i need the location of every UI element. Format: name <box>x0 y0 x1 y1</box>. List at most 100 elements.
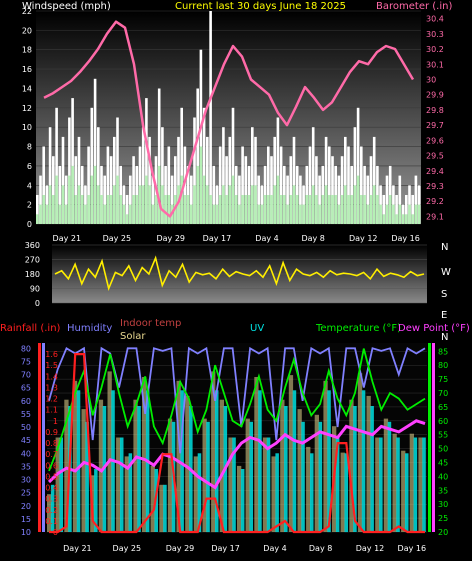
barometer-tick-label: 30.4 <box>426 15 444 24</box>
wind-avg-bar <box>228 185 232 224</box>
solar-bar <box>254 377 259 532</box>
wind-gust-bar <box>68 117 71 224</box>
wind-avg-bar <box>218 195 222 224</box>
uv-bar <box>275 453 279 533</box>
wind-avg-bar <box>122 204 126 224</box>
wind-gust-bar <box>225 156 228 224</box>
wind-avg-bar <box>331 195 334 224</box>
wind-avg-bar <box>80 195 84 224</box>
wind-avg-bar <box>193 185 196 224</box>
wind-avg-bar <box>318 204 321 224</box>
wind-avg-bar <box>344 185 347 224</box>
wind-gust-bar <box>170 175 174 224</box>
wind-gust-bar <box>334 165 337 224</box>
wind-gust-bar <box>167 146 171 224</box>
solar-bar <box>211 371 216 533</box>
solar-bar <box>202 418 207 532</box>
barometer-tick-label: 30.2 <box>426 45 444 54</box>
barometer-tick-label: 29.9 <box>426 91 444 100</box>
wind-x-tick-label: Day 8 <box>301 234 324 243</box>
wind-gust-bar <box>273 136 276 224</box>
uv-bar <box>163 484 167 533</box>
solar-bar <box>124 456 129 532</box>
wind-avg-bar <box>58 204 62 224</box>
humidity-tick-label: 60 <box>21 397 31 406</box>
wind-avg-bar <box>395 214 398 224</box>
wind-avg-bar <box>199 146 203 224</box>
uv-bar <box>59 437 63 532</box>
wind-avg-bar <box>408 204 411 224</box>
uv-bar <box>240 469 245 532</box>
wind-avg-bar <box>414 204 418 224</box>
uv-bar <box>85 421 89 533</box>
uv-bar <box>301 421 305 533</box>
solar-bar <box>366 395 371 532</box>
solar-bar <box>72 380 78 532</box>
wind-gust-bar <box>398 175 402 224</box>
wind-gust-bar <box>318 175 321 224</box>
wind-gust-bar <box>244 156 248 224</box>
wind-tick-label: 18 <box>22 46 32 55</box>
wind-gust-bar <box>212 165 216 224</box>
wind-gust-bar <box>238 175 241 224</box>
temp-x-tick-label: Day 21 <box>63 544 92 553</box>
wind-avg-bar <box>215 204 219 224</box>
wind-gust-bar <box>385 175 389 224</box>
legend-rainfall: Rainfall (.in) <box>0 323 61 334</box>
temp-x-tick-label: Day 8 <box>309 544 332 553</box>
wind-avg-bar <box>135 195 139 224</box>
solar-bar <box>340 452 345 532</box>
wind-x-tick-label: Day 12 <box>349 234 378 243</box>
wind-avg-bar <box>295 195 299 224</box>
wind-avg-bar <box>225 195 228 224</box>
wind-avg-bar <box>366 204 370 224</box>
wind-avg-bar <box>90 175 94 224</box>
wind-avg-bar <box>241 195 244 224</box>
barometer-tick-label: 29.2 <box>426 197 444 206</box>
wind-gust-bar <box>308 146 312 224</box>
temperature-tick-label: 65 <box>438 403 448 412</box>
wind-avg-bar <box>183 195 187 224</box>
temperature-tick-label: 80 <box>438 361 448 370</box>
solar-bar <box>392 433 397 532</box>
solar-bar <box>159 484 164 533</box>
uv-bar <box>370 406 374 532</box>
wind-avg-bar <box>141 185 145 224</box>
rain-tick-label: 0.3 <box>45 495 58 504</box>
wind-avg-bar <box>276 175 280 224</box>
wind-avg-bar <box>392 204 395 224</box>
wind-avg-bar <box>48 185 52 224</box>
barometer-tick-label: 29.1 <box>426 212 444 221</box>
wind-avg-bar <box>138 185 142 224</box>
wind-avg-bar <box>350 195 353 224</box>
uv-bar <box>387 421 392 533</box>
uv-bar <box>422 437 426 532</box>
wind-avg-bar <box>251 185 254 224</box>
temp-x-tick-label: Day 4 <box>263 544 286 553</box>
solar-bar <box>383 418 389 532</box>
rain-tick-label: 0.1 <box>45 517 58 526</box>
wind-avg-bar <box>398 204 402 224</box>
wind-avg-bar <box>260 204 264 224</box>
wind-avg-bar <box>119 195 122 224</box>
wind-avg-bar <box>113 185 116 224</box>
wind-gust-bar <box>193 117 196 224</box>
wind-x-tick-label: Day 17 <box>203 234 232 243</box>
wind-avg-bar <box>87 195 90 224</box>
humidity-tick-label: 75 <box>21 357 31 366</box>
wind-avg-bar <box>52 195 55 224</box>
solar-bar <box>401 450 406 532</box>
wind-gust-bar <box>395 195 398 224</box>
temp-x-tick-label: Day 12 <box>356 544 385 553</box>
wind-tick-label: 12 <box>22 104 32 113</box>
barometer-tick-label: 29.7 <box>426 121 444 130</box>
wind-avg-bar <box>372 185 376 224</box>
wind-avg-bar <box>273 185 276 224</box>
wind-gust-bar <box>52 156 55 224</box>
wind-gust-bar <box>61 136 65 224</box>
direction-tick-label: 360 <box>25 241 40 250</box>
solar-bar <box>271 456 276 532</box>
wind-gust-bar <box>276 117 280 224</box>
wind-avg-bar <box>55 175 58 224</box>
